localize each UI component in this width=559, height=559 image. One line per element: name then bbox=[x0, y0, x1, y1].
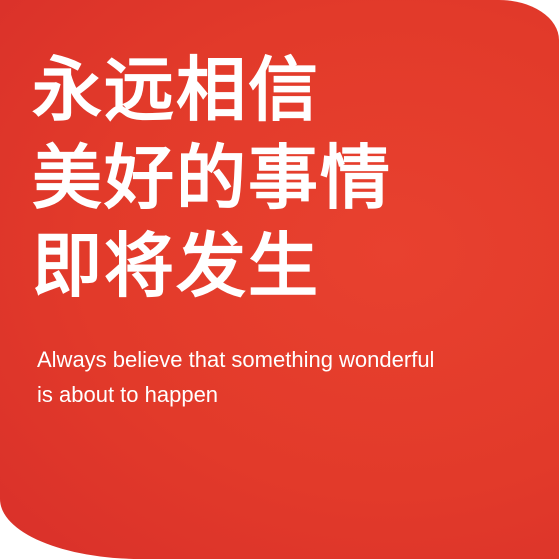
chinese-headline: 永远相信 美好的事情 即将发生 bbox=[32, 46, 532, 310]
subtitle-line-2: is about to happen bbox=[37, 382, 219, 407]
subtitle-line-1: Always believe that something wonderful bbox=[37, 347, 435, 372]
headline-line-2: 美好的事情 bbox=[32, 137, 392, 219]
headline-line-3: 即将发生 bbox=[32, 225, 320, 307]
english-subtitle: Always believe that something wonderful … bbox=[37, 342, 547, 412]
headline-line-1: 永远相信 bbox=[32, 49, 320, 131]
